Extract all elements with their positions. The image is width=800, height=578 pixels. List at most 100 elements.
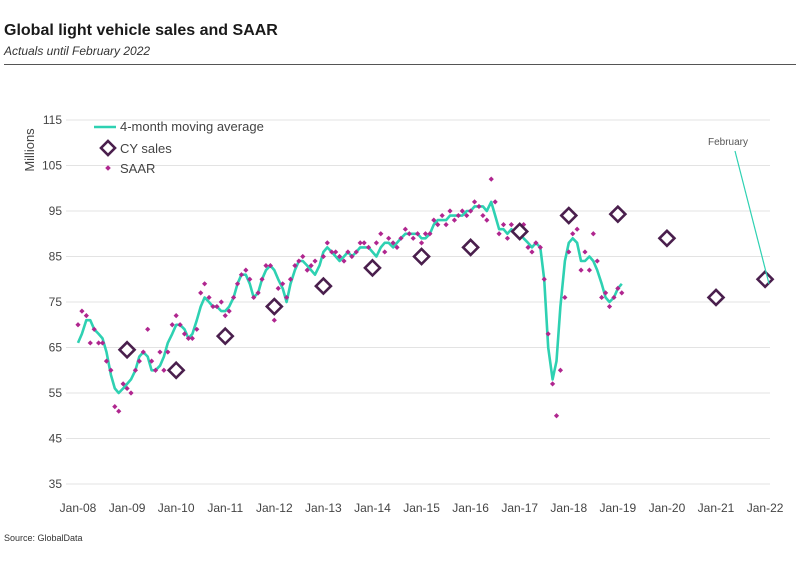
saar-point bbox=[427, 231, 433, 237]
y-tick-label: 85 bbox=[49, 250, 63, 264]
saar-point bbox=[447, 208, 453, 214]
saar-point bbox=[570, 231, 576, 237]
saar-point bbox=[586, 267, 592, 273]
saar-point bbox=[75, 322, 81, 328]
saar-point bbox=[271, 317, 277, 323]
series-line-moving-average bbox=[76, 200, 623, 395]
saar-point bbox=[247, 276, 253, 282]
saar-point bbox=[361, 240, 367, 246]
saar-point bbox=[243, 267, 249, 273]
saar-point bbox=[619, 290, 625, 296]
cy-sales-point bbox=[657, 228, 677, 248]
y-tick-label: 115 bbox=[43, 113, 62, 127]
saar-point bbox=[275, 285, 281, 291]
series-saar bbox=[75, 176, 625, 419]
header-divider bbox=[4, 64, 796, 65]
saar-point bbox=[116, 408, 122, 414]
saar-point bbox=[378, 231, 384, 237]
saar-point bbox=[464, 212, 470, 219]
saar-point bbox=[222, 313, 228, 319]
y-tick-label: 65 bbox=[49, 341, 63, 355]
saar-point bbox=[545, 331, 551, 337]
saar-point bbox=[336, 253, 343, 260]
saar-point bbox=[606, 303, 613, 310]
saar-point bbox=[238, 272, 245, 278]
saar-point bbox=[439, 212, 445, 219]
saar-point bbox=[471, 199, 478, 205]
saar-point bbox=[594, 258, 600, 264]
saar-point bbox=[353, 249, 359, 255]
saar-point bbox=[398, 235, 404, 241]
cy-sales-point bbox=[608, 204, 628, 224]
saar-point bbox=[574, 226, 580, 232]
saar-point bbox=[386, 235, 392, 241]
saar-point bbox=[255, 290, 261, 296]
saar-point bbox=[365, 244, 372, 250]
saar-point bbox=[488, 176, 494, 182]
y-axis: 35 45 55 65 75 85 95 105 115 bbox=[42, 113, 62, 491]
saar-point bbox=[459, 208, 465, 214]
saar-point bbox=[263, 263, 269, 269]
saar-point bbox=[357, 240, 363, 246]
saar-point bbox=[287, 276, 294, 282]
saar-point bbox=[349, 253, 355, 260]
x-tick-label: Jan-22 bbox=[747, 501, 784, 515]
saar-point bbox=[99, 340, 106, 346]
saar-point bbox=[308, 263, 314, 269]
saar-point bbox=[590, 231, 596, 237]
chart-title: Global light vehicle sales and SAAR bbox=[4, 22, 278, 39]
saar-point bbox=[431, 217, 437, 223]
x-tick-label: Jan-10 bbox=[158, 501, 195, 515]
x-axis: Jan-08 Jan-09 Jan-10 Jan-11 Jan-12 Jan-13 Jan-… bbox=[60, 501, 784, 515]
saar-point bbox=[557, 367, 564, 373]
saar-point bbox=[602, 290, 609, 296]
source-note: Source: GlobalData bbox=[4, 533, 83, 543]
legend-swatch-point bbox=[105, 165, 111, 171]
saar-point bbox=[140, 349, 146, 355]
legend: 4-month moving average CY sales SAAR bbox=[94, 119, 264, 176]
legend-swatch-diamond bbox=[99, 139, 117, 157]
saar-point bbox=[484, 217, 490, 223]
saar-point bbox=[324, 240, 330, 246]
saar-point bbox=[390, 240, 396, 246]
cy-sales-point bbox=[706, 288, 726, 307]
saar-point bbox=[210, 303, 216, 310]
saar-point bbox=[226, 308, 232, 314]
saar-point bbox=[410, 235, 416, 241]
saar-point bbox=[251, 294, 257, 301]
legend-label: CY sales bbox=[120, 141, 172, 156]
saar-point bbox=[283, 294, 290, 301]
saar-point bbox=[202, 281, 208, 287]
saar-point bbox=[280, 281, 286, 287]
x-tick-label: Jan-20 bbox=[649, 501, 686, 515]
saar-point bbox=[83, 313, 89, 319]
x-tick-label: Jan-09 bbox=[109, 501, 146, 515]
y-axis-label: Millions bbox=[22, 128, 37, 172]
saar-point bbox=[582, 249, 588, 255]
saar-point bbox=[267, 263, 273, 269]
saar-point bbox=[112, 404, 118, 410]
saar-point bbox=[161, 367, 167, 373]
saar-point bbox=[230, 294, 237, 301]
saar-point bbox=[333, 249, 339, 255]
saar-point bbox=[206, 294, 212, 301]
saar-point bbox=[373, 240, 379, 246]
saar-point bbox=[128, 390, 134, 396]
saar-point bbox=[329, 249, 335, 255]
legend-label: 4-month moving average bbox=[120, 119, 264, 134]
saar-point bbox=[177, 322, 183, 328]
saar-point bbox=[292, 263, 298, 269]
saar-point bbox=[418, 240, 425, 246]
annotation-leader bbox=[734, 150, 770, 284]
saar-point bbox=[124, 385, 130, 392]
saar-point bbox=[145, 326, 151, 332]
saar-point bbox=[566, 249, 572, 255]
saar-point bbox=[108, 367, 114, 373]
saar-point bbox=[451, 217, 458, 223]
saar-point bbox=[157, 349, 163, 355]
saar-point bbox=[435, 222, 441, 228]
saar-point bbox=[549, 381, 556, 387]
saar-point bbox=[198, 290, 204, 296]
cy-sales-point bbox=[755, 269, 775, 289]
saar-point bbox=[96, 340, 102, 346]
